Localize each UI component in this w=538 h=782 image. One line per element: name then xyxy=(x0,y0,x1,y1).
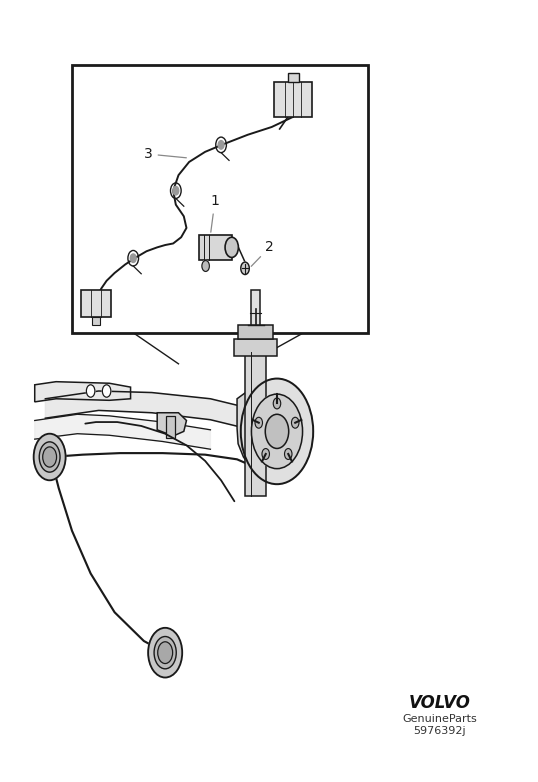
Circle shape xyxy=(173,186,179,195)
Text: 3: 3 xyxy=(144,147,186,161)
Text: 1: 1 xyxy=(210,195,220,232)
Polygon shape xyxy=(35,382,131,402)
Bar xyxy=(235,339,277,356)
Bar xyxy=(199,235,232,260)
Bar xyxy=(166,416,175,438)
Polygon shape xyxy=(35,414,210,449)
Bar xyxy=(274,82,312,117)
Text: VOLVO: VOLVO xyxy=(408,694,470,712)
Circle shape xyxy=(102,385,111,397)
Circle shape xyxy=(154,637,176,669)
Circle shape xyxy=(292,418,299,429)
Polygon shape xyxy=(45,391,258,432)
Text: GenuineParts: GenuineParts xyxy=(402,714,477,723)
Circle shape xyxy=(202,260,209,271)
Bar xyxy=(81,289,111,317)
Polygon shape xyxy=(157,413,187,436)
Polygon shape xyxy=(237,387,309,475)
Text: 2: 2 xyxy=(251,240,274,267)
Circle shape xyxy=(158,642,173,664)
Circle shape xyxy=(130,254,136,263)
Circle shape xyxy=(218,141,224,149)
Circle shape xyxy=(262,449,270,459)
Circle shape xyxy=(39,442,60,472)
Circle shape xyxy=(265,414,289,448)
Bar xyxy=(91,317,100,325)
Circle shape xyxy=(241,378,313,484)
Bar xyxy=(245,352,266,496)
Bar xyxy=(238,325,273,339)
Ellipse shape xyxy=(225,237,238,257)
Bar xyxy=(251,290,260,352)
Circle shape xyxy=(255,418,263,429)
Text: 5976392j: 5976392j xyxy=(413,726,466,736)
Circle shape xyxy=(87,385,95,397)
Circle shape xyxy=(273,398,281,409)
Circle shape xyxy=(43,447,56,467)
Circle shape xyxy=(285,449,292,459)
Circle shape xyxy=(34,434,66,480)
Circle shape xyxy=(148,628,182,677)
Circle shape xyxy=(251,394,302,468)
Bar xyxy=(288,73,299,82)
Bar xyxy=(72,65,367,333)
Circle shape xyxy=(241,262,249,274)
